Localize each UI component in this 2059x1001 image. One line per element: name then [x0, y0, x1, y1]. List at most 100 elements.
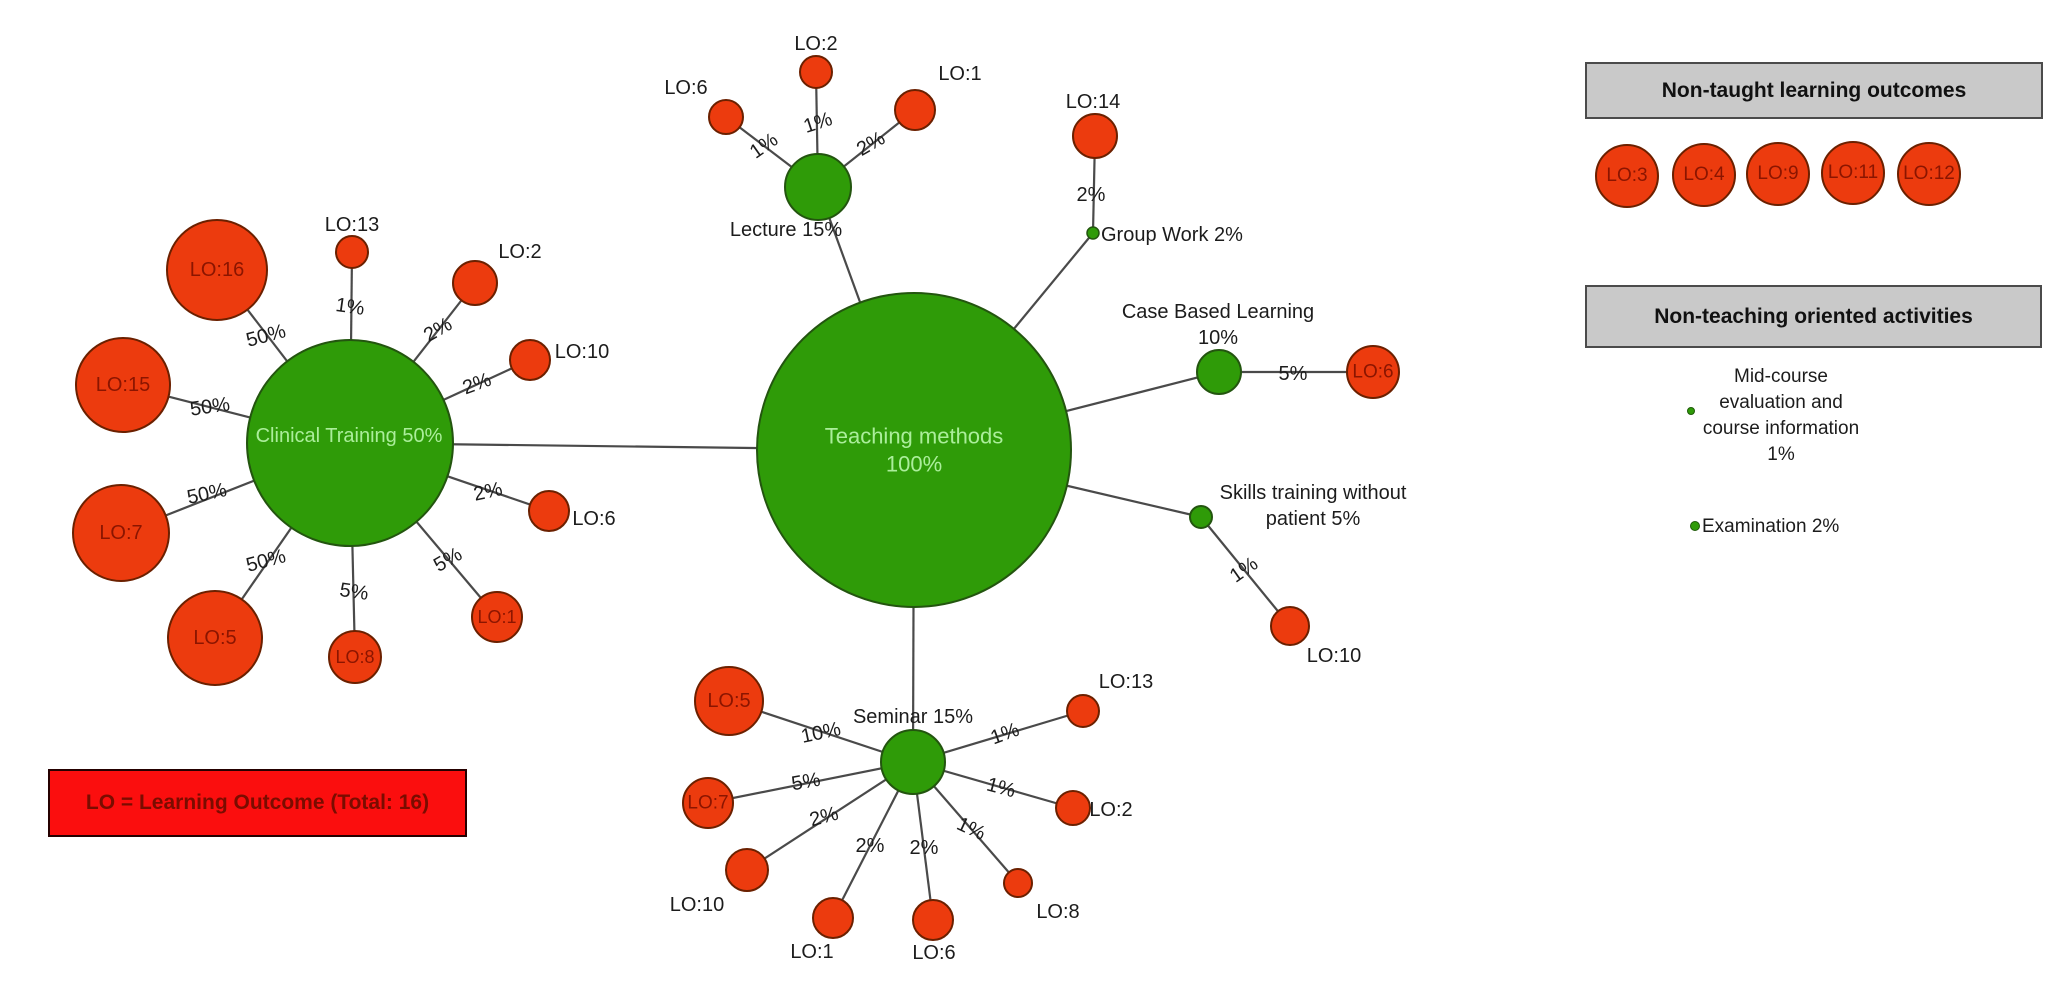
node-label-c_lo8: LO:8: [335, 647, 374, 667]
node-label-l_lo2: LO:2: [794, 33, 837, 55]
node-c_lo16: [166, 219, 268, 321]
node-c_lo15: [75, 337, 171, 433]
midcourse-line: course information: [1702, 418, 1860, 439]
edge-label-clinical-c_lo15: 50%: [189, 393, 232, 420]
non-taught-lo-circle: LO:11: [1821, 141, 1885, 205]
node-label-l_lo1: LO:1: [938, 63, 981, 85]
node-label-c_lo13: LO:13: [325, 214, 379, 236]
midcourse-line: 1%: [1767, 444, 1795, 465]
node-c_lo8: [328, 630, 382, 684]
legend-header-non-teaching: Non-teaching oriented activities: [1585, 285, 2042, 348]
lo-abbreviation-note-label: LO = Learning Outcome (Total: 16): [85, 791, 430, 814]
node-label-c_lo5: LO:5: [193, 627, 236, 649]
node-sk_lo10: [1270, 606, 1310, 646]
node-label-s_lo13: LO:13: [1099, 671, 1153, 693]
node-label-c_lo10: LO:10: [555, 341, 609, 363]
edge-label-seminar-s_lo10: 2%: [807, 803, 841, 832]
node-casebased: [1196, 349, 1242, 395]
edge-label-clinical-c_lo5: 50%: [244, 545, 289, 577]
non-taught-lo-label: LO:9: [1757, 163, 1799, 184]
node-clinical: [246, 339, 454, 547]
node-label-skills: Skills training without: [1220, 482, 1407, 504]
edge-label-lecture-l_lo2: 1%: [801, 108, 835, 138]
node-label-c_lo16: LO:16: [190, 259, 244, 281]
non-taught-lo-label: LO:11: [1827, 162, 1879, 183]
midcourse-line: evaluation and: [1719, 392, 1843, 413]
node-s_lo10: [725, 848, 769, 892]
edge-label-casebased-cb_lo6: 5%: [1279, 363, 1308, 385]
node-label-lecture: Lecture 15%: [730, 219, 843, 241]
node-label-c_lo6: LO:6: [572, 508, 615, 530]
node-label-s_lo6: LO:6: [912, 942, 955, 964]
node-cb_lo6: [1346, 345, 1400, 399]
edge-label-seminar-s_lo8: 1%: [953, 813, 989, 845]
node-c_lo1: [471, 591, 523, 643]
edge-label-seminar-s_lo2: 1%: [984, 774, 1018, 803]
node-s_lo6: [912, 899, 954, 941]
node-l_lo6: [708, 99, 744, 135]
node-label-teaching: 100%: [886, 452, 942, 477]
node-s_lo5: [694, 666, 764, 736]
node-c_lo5: [167, 590, 263, 686]
node-label-s_lo10: LO:10: [670, 894, 724, 916]
legend-header-non-taught: Non-taught learning outcomes: [1585, 62, 2043, 119]
legend-header-non-teaching-label: Non-teaching oriented activities: [1654, 304, 1973, 328]
node-layer: [72, 55, 1400, 941]
node-label-casebased: Case Based Learning: [1122, 301, 1314, 323]
node-lo14: [1072, 113, 1118, 159]
lo-abbreviation-note-box: LO = Learning Outcome (Total: 16): [48, 769, 467, 837]
non-taught-lo-circle: LO:3: [1595, 144, 1659, 208]
edge-label-seminar-s_lo5: 10%: [799, 718, 843, 748]
node-label-s_lo5: LO:5: [707, 690, 750, 712]
non-taught-lo-label: LO:3: [1606, 165, 1648, 186]
edge-label-seminar-s_lo7: 5%: [790, 769, 823, 796]
node-label-seminar: Seminar 15%: [853, 706, 973, 728]
node-groupwork: [1086, 226, 1100, 240]
edge-label-clinical-c_lo7: 50%: [185, 479, 229, 509]
node-c_lo6: [528, 490, 570, 532]
node-label-s_lo8: LO:8: [1036, 901, 1079, 923]
edge-label-skills-sk_lo10: 1%: [1226, 553, 1262, 588]
node-seminar: [880, 729, 946, 795]
node-s_lo2: [1055, 790, 1091, 826]
node-label-groupwork: Group Work 2%: [1101, 224, 1243, 246]
node-label-skills: patient 5%: [1266, 508, 1361, 530]
edge-label-seminar-s_lo6: 2%: [910, 837, 939, 859]
examination-activity-label: Examination 2%: [1702, 516, 1840, 537]
node-l_lo1: [894, 89, 936, 131]
edge-label-clinical-c_lo13: 1%: [334, 294, 366, 320]
edge-label-clinical-c_lo10: 2%: [460, 369, 495, 400]
node-label-c_lo7: LO:7: [99, 522, 142, 544]
node-label-l_lo6: LO:6: [664, 77, 707, 99]
edge-label-clinical-c_lo6: 2%: [472, 478, 505, 506]
node-teaching: [756, 292, 1072, 608]
non-taught-lo-label: LO:12: [1903, 163, 1955, 184]
legend-header-non-taught-label: Non-taught learning outcomes: [1661, 78, 1967, 102]
midcourse-line: Mid-course: [1734, 366, 1828, 387]
node-label-c_lo1: LO:1: [477, 607, 516, 627]
node-c_lo13: [335, 235, 369, 269]
node-s_lo7: [682, 777, 734, 829]
node-label-teaching: Teaching methods: [825, 424, 1004, 449]
node-c_lo7: [72, 484, 170, 582]
non-taught-lo-circle: LO:9: [1746, 142, 1810, 206]
node-label-c_lo2: LO:2: [498, 241, 541, 263]
edge-seminar-s_lo10: [746, 761, 914, 871]
edge-label-clinical-c_lo16: 50%: [244, 320, 289, 352]
edge-label-groupwork-lo14: 2%: [1077, 184, 1106, 206]
non-taught-lo-circle: LO:4: [1672, 143, 1736, 207]
midcourse-bullet-dot: [1687, 407, 1695, 415]
non-taught-lo-label: LO:4: [1683, 164, 1725, 185]
edge-label-clinical-c_lo2: 2%: [420, 313, 456, 347]
node-label-s_lo7: LO:7: [687, 793, 728, 814]
non-taught-lo-circle: LO:12: [1897, 142, 1961, 206]
node-c_lo10: [509, 339, 551, 381]
node-s_lo1: [812, 897, 854, 939]
node-label-s_lo1: LO:1: [790, 941, 833, 963]
node-label-lo14: LO:14: [1066, 91, 1120, 113]
node-label-cb_lo6: LO:6: [1352, 362, 1393, 383]
midcourse-activity-label: Mid-course evaluation and course informa…: [1698, 364, 1864, 468]
edge-label-seminar-s_lo13: 1%: [988, 719, 1023, 750]
